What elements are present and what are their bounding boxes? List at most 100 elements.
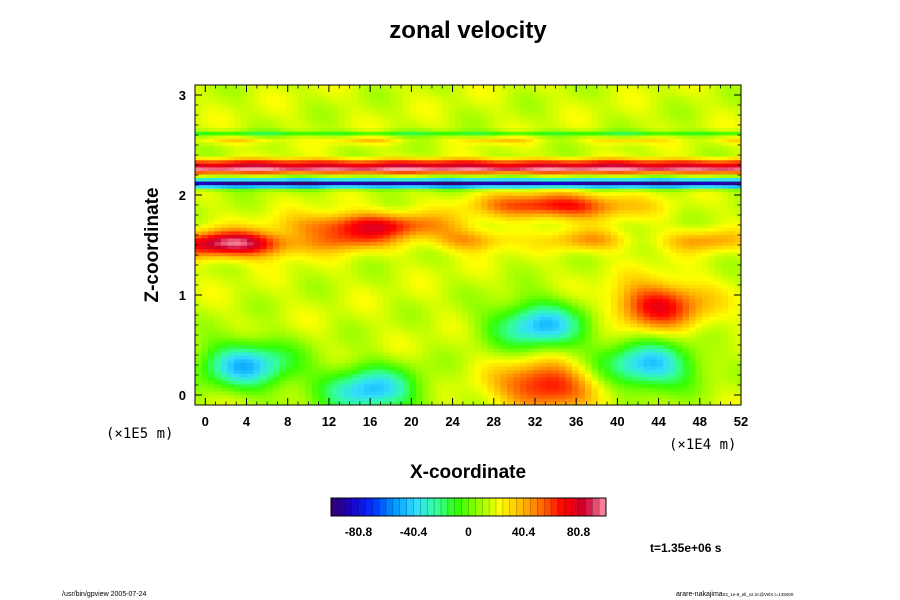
heatmap-cell — [383, 337, 391, 342]
heatmap-cell — [416, 213, 424, 218]
heatmap-cell — [650, 277, 658, 282]
heatmap-cell — [227, 241, 235, 246]
heatmap-cell — [461, 287, 469, 292]
heatmap-cell — [318, 237, 326, 243]
heatmap-cell — [364, 298, 372, 303]
heatmap-cell — [305, 355, 313, 360]
heatmap-cell — [435, 213, 443, 218]
heatmap-cell — [403, 301, 411, 307]
heatmap-cell — [494, 195, 502, 200]
heatmap-cell — [221, 294, 229, 299]
heatmap-cell — [201, 209, 209, 214]
heatmap-cell — [676, 287, 684, 292]
heatmap-cell — [351, 298, 359, 303]
heatmap-cell — [578, 309, 586, 314]
heatmap-cell — [604, 280, 612, 285]
heatmap-cell — [214, 323, 222, 328]
heatmap-cell — [695, 284, 703, 289]
heatmap-cell — [637, 305, 645, 310]
heatmap-cell — [266, 266, 274, 271]
heatmap-cell — [552, 383, 560, 388]
heatmap-cell — [416, 341, 424, 346]
heatmap-cell — [448, 216, 456, 221]
heatmap-cell — [214, 294, 222, 299]
heatmap-cell — [526, 277, 534, 282]
heatmap-cell — [598, 380, 606, 385]
heatmap-cell — [247, 266, 255, 271]
heatmap-cell — [344, 301, 352, 307]
heatmap-cell — [669, 365, 677, 371]
heatmap-cell — [442, 198, 450, 203]
heatmap-cell — [390, 312, 398, 317]
heatmap-cell — [286, 376, 294, 381]
heatmap-cell — [390, 337, 398, 342]
heatmap-cell — [734, 351, 741, 356]
heatmap-cell — [286, 309, 294, 314]
heatmap-cell — [208, 205, 216, 211]
heatmap-cell — [396, 220, 404, 225]
heatmap-cell — [656, 337, 664, 342]
heatmap-cell — [338, 387, 346, 392]
heatmap-cell — [507, 213, 515, 218]
heatmap-cell — [390, 213, 398, 218]
heatmap-cell — [656, 373, 664, 378]
heatmap-cell — [500, 333, 508, 339]
heatmap-cell — [299, 348, 307, 353]
heatmap-cell — [299, 369, 307, 374]
heatmap-cell — [500, 255, 508, 260]
heatmap-cell — [708, 390, 716, 395]
heatmap-cell — [318, 390, 326, 395]
heatmap-cell — [409, 387, 417, 392]
heatmap-cell — [299, 376, 307, 381]
heatmap-cell — [500, 230, 508, 235]
heatmap-cell — [357, 358, 365, 363]
heatmap-cell — [338, 216, 346, 221]
heatmap-cell — [708, 287, 716, 292]
heatmap-cell — [474, 401, 482, 405]
heatmap-cell — [273, 376, 281, 381]
heatmap-cell — [292, 305, 300, 310]
heatmap-cell — [442, 262, 450, 267]
heatmap-cell — [409, 351, 417, 356]
heatmap-cell — [455, 287, 463, 292]
heatmap-cell — [611, 341, 619, 346]
heatmap-cell — [299, 191, 307, 196]
heatmap-cell — [715, 291, 723, 296]
heatmap-cell — [533, 355, 541, 360]
heatmap-cell — [331, 330, 339, 335]
heatmap-cell — [390, 209, 398, 214]
heatmap-cell — [591, 326, 599, 331]
heatmap-cell — [442, 195, 450, 200]
heatmap-cell — [331, 237, 339, 243]
heatmap-cell — [266, 344, 274, 349]
heatmap-cell — [520, 390, 528, 395]
heatmap-cell — [435, 255, 443, 260]
heatmap-cell — [442, 373, 450, 378]
heatmap-cell — [455, 344, 463, 349]
heatmap-cell — [325, 305, 333, 310]
heatmap-cell — [448, 227, 456, 232]
heatmap-cell — [689, 195, 697, 200]
heatmap-cell — [624, 291, 632, 296]
heatmap-cell — [227, 252, 235, 257]
heatmap-cell — [331, 223, 339, 228]
heatmap-cell — [715, 365, 723, 371]
heatmap-cell — [650, 195, 658, 200]
heatmap-cell — [526, 252, 534, 257]
heatmap-cell — [500, 355, 508, 360]
heatmap-cell — [526, 383, 534, 388]
heatmap-cell — [611, 301, 619, 307]
heatmap-cell — [312, 216, 320, 221]
heatmap-cell — [663, 369, 671, 374]
heatmap-cell — [260, 230, 268, 235]
heatmap-cell — [552, 252, 560, 257]
heatmap-cell — [234, 213, 242, 218]
heatmap-cell — [721, 355, 729, 360]
heatmap-cell — [377, 301, 385, 307]
heatmap-cell — [325, 309, 333, 314]
heatmap-cell — [578, 209, 586, 214]
heatmap-cell — [234, 305, 242, 310]
heatmap-cell — [637, 401, 645, 405]
heatmap-cell — [669, 309, 677, 314]
heatmap-cell — [435, 323, 443, 328]
